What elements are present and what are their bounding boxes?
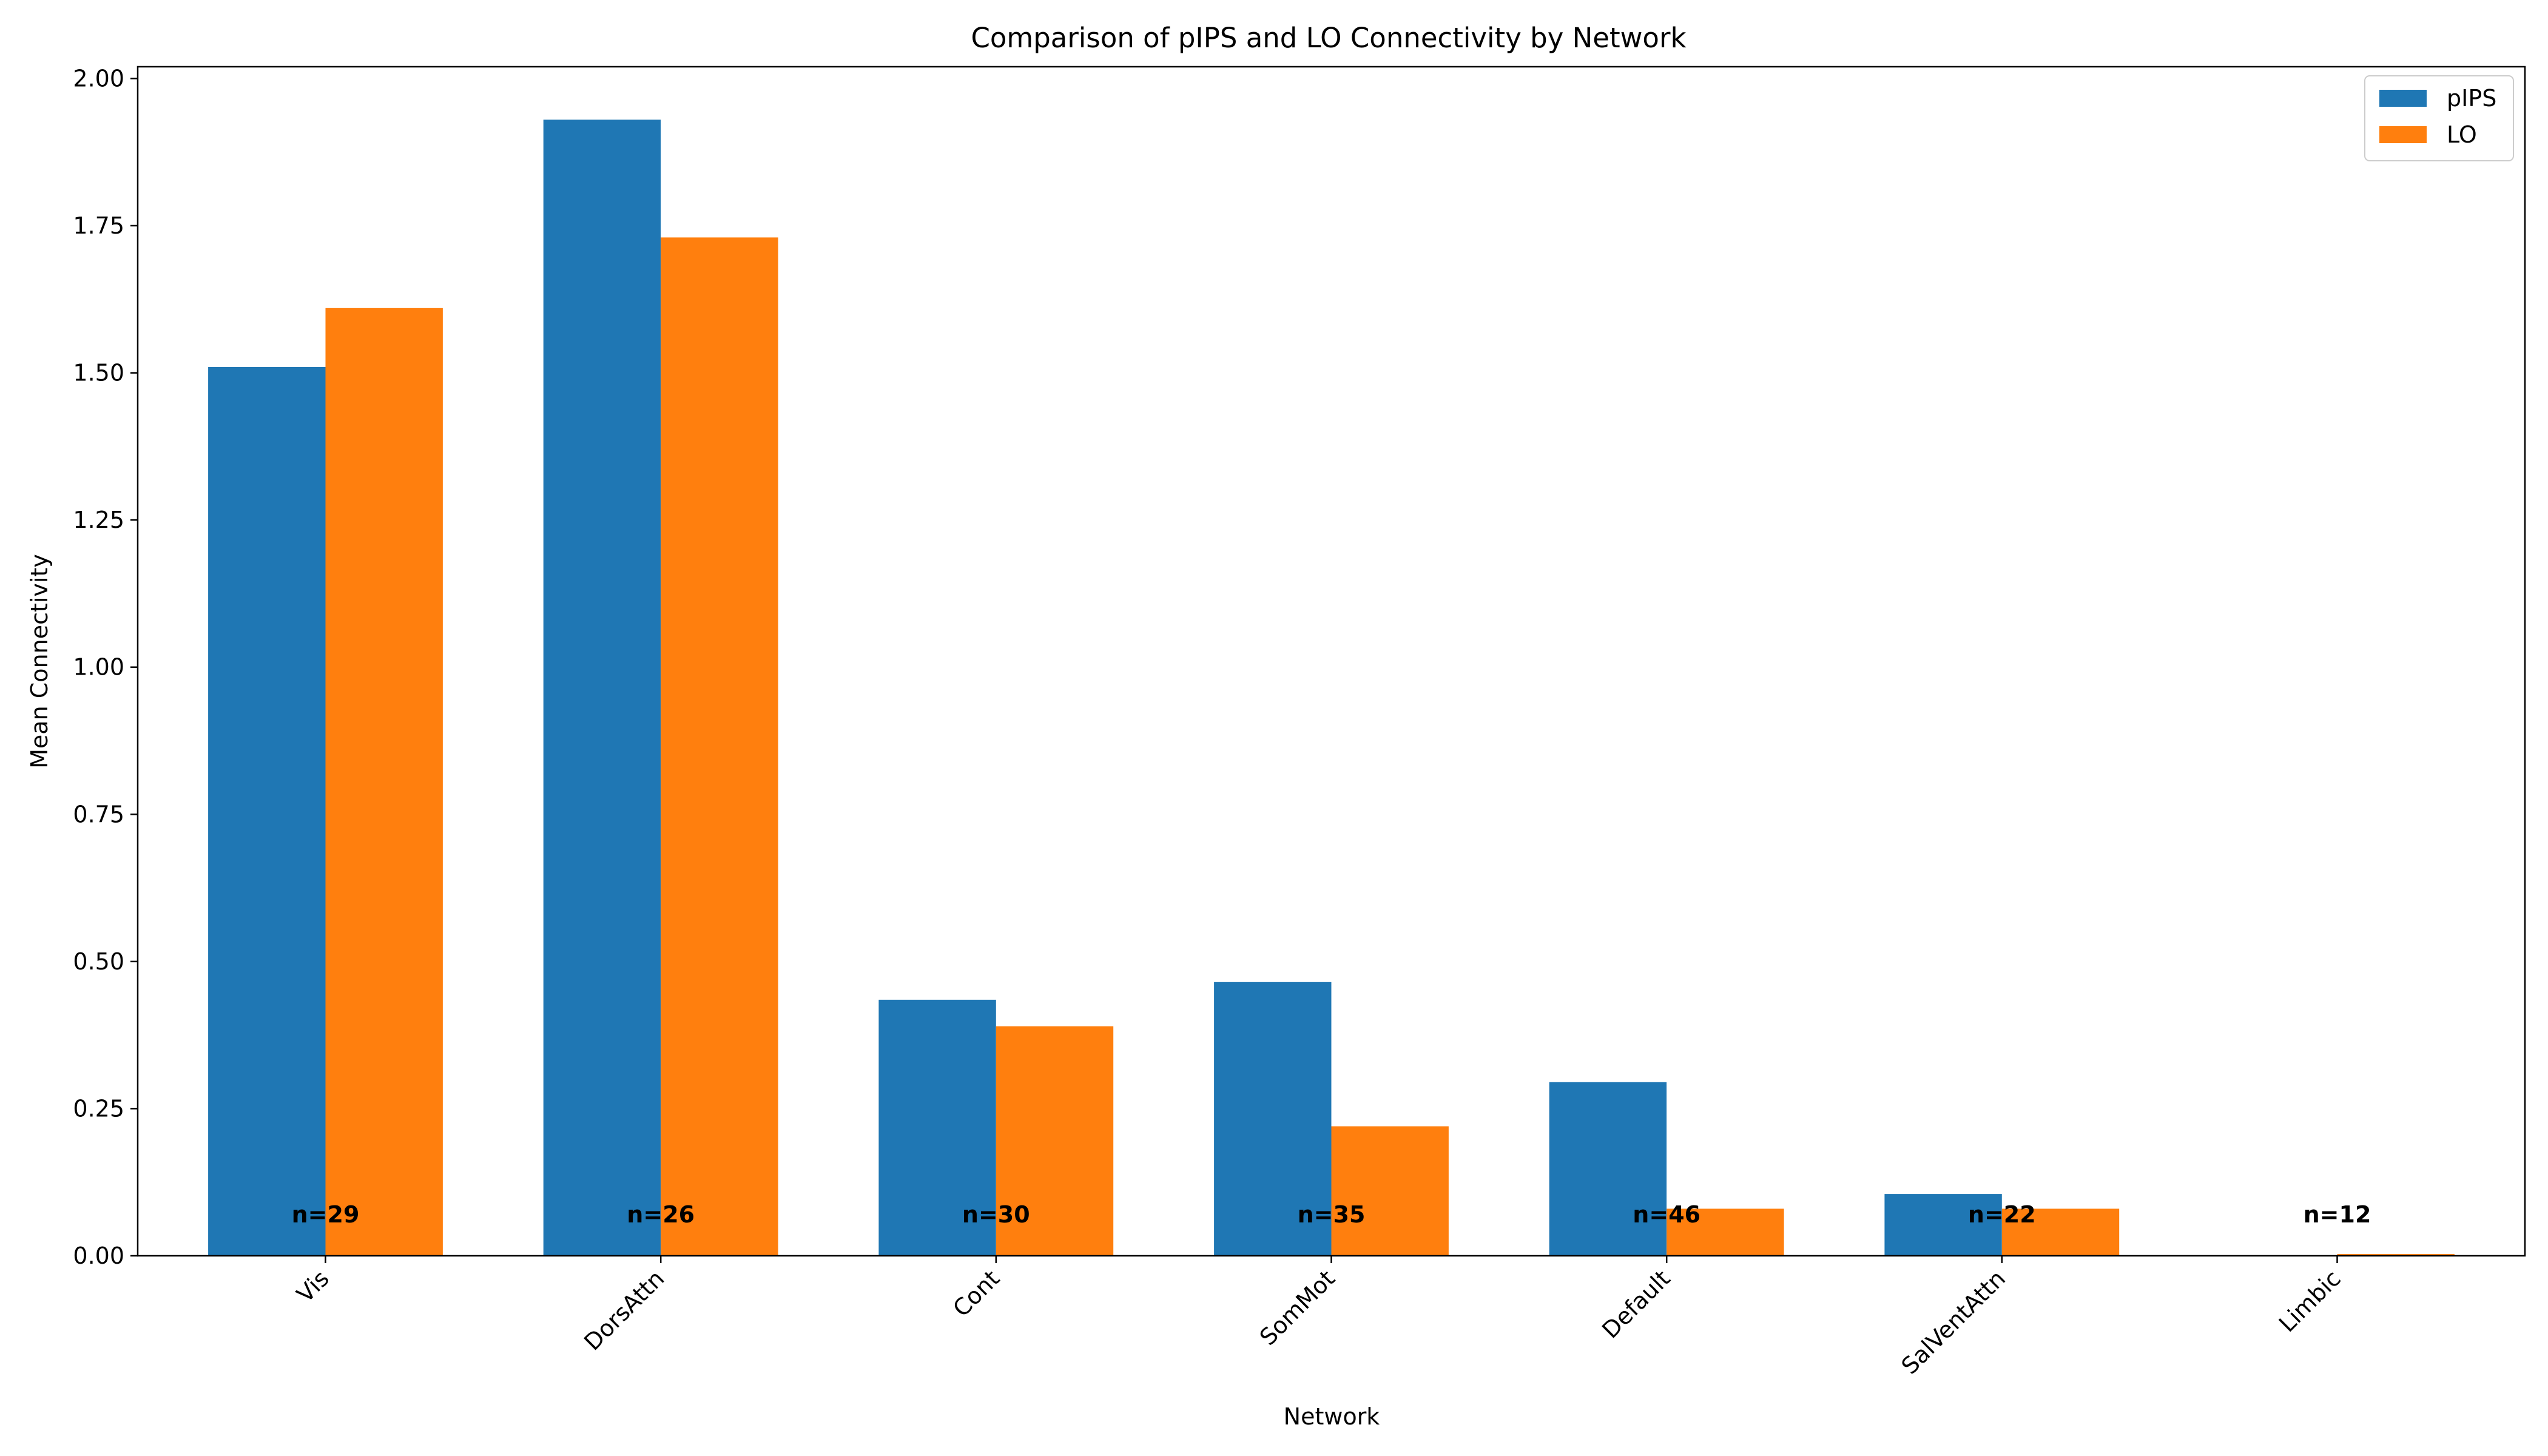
- bar-pips-cont: [878, 999, 996, 1256]
- sample-size-labels: n=29 n=26 n=30 n=35 n=46 n=22 n=12: [292, 1201, 2371, 1228]
- y-axis: 0.00 0.25 0.50 0.75 1.00 1.25 1.50 1.75 2.00: [73, 65, 138, 1269]
- sample-size-label-dorsattn: n=26: [627, 1201, 695, 1228]
- bar-lo-default: [1667, 1208, 1784, 1256]
- y-tick-label: 1.00: [73, 654, 124, 681]
- sample-size-label-sommot: n=35: [1298, 1201, 1366, 1228]
- y-axis-label: Mean Connectivity: [26, 554, 53, 769]
- legend-swatch-lo: [2379, 126, 2427, 143]
- sample-size-label-salventattn: n=22: [1968, 1201, 2036, 1228]
- bar-lo-vis: [325, 308, 443, 1256]
- y-tick-label: 0.00: [73, 1242, 124, 1269]
- bar-pips-salventattn: [1884, 1194, 2002, 1256]
- bars: [208, 120, 2455, 1256]
- chart-title: Comparison of pIPS and LO Connectivity b…: [971, 22, 1686, 54]
- sample-size-label-limbic: n=12: [2304, 1201, 2371, 1228]
- bar-pips-vis: [208, 366, 326, 1256]
- y-tick-label: 1.25: [73, 507, 124, 533]
- plot-frame: [136, 66, 2526, 1257]
- sample-size-label-cont: n=30: [962, 1201, 1030, 1228]
- y-tick-label: 2.00: [73, 65, 124, 92]
- sample-size-label-vis: n=29: [292, 1201, 360, 1228]
- bar-pips-dorsattn: [543, 120, 661, 1256]
- bar-pips-default: [1549, 1082, 1667, 1256]
- legend: pIPS LO: [2364, 75, 2514, 161]
- y-tick-label: 1.75: [73, 212, 124, 239]
- bar-pips-sommot: [1214, 982, 1332, 1256]
- y-tick-label: 1.50: [73, 360, 124, 386]
- y-tick-label: 0.25: [73, 1095, 124, 1122]
- legend-label-lo: LO: [2447, 121, 2477, 148]
- bar-lo-limbic: [2337, 1254, 2455, 1256]
- bar-lo-dorsattn: [661, 237, 778, 1256]
- bar-lo-sommot: [1331, 1126, 1449, 1256]
- y-tick-label: 0.50: [73, 948, 124, 975]
- legend-swatch-pips: [2379, 90, 2427, 107]
- y-tick-label: 0.75: [73, 801, 124, 827]
- bar-lo-cont: [996, 1026, 1114, 1256]
- legend-label-pips: pIPS: [2447, 85, 2496, 112]
- bar-lo-salventattn: [2001, 1208, 2120, 1256]
- sample-size-label-default: n=46: [1633, 1201, 1700, 1228]
- x-axis-label: Network: [1284, 1403, 1380, 1430]
